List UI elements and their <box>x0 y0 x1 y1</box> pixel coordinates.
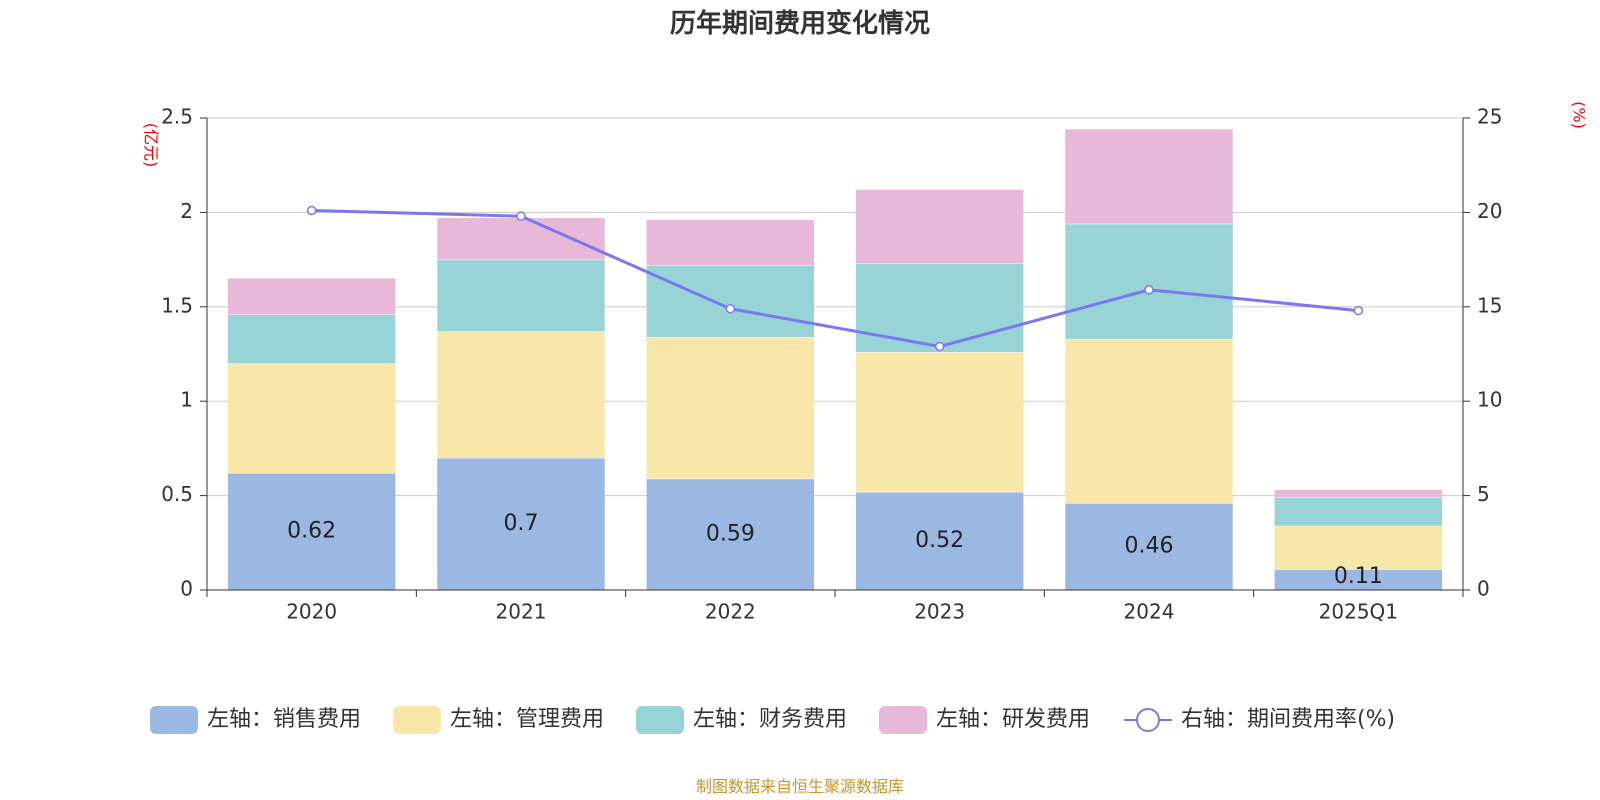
bar-series <box>227 129 1443 590</box>
data-label-2025Q1: 0.11 <box>1334 564 1383 589</box>
bar-2021-s3 <box>437 218 605 260</box>
expense-rate-point-2021 <box>516 211 526 221</box>
left-tick-label: 0.5 <box>161 482 193 506</box>
bar-2025Q1-s1 <box>1274 525 1443 570</box>
legend-label-4: 右轴：期间费用率(%) <box>1181 707 1395 732</box>
right-tick-label: 25 <box>1477 105 1502 129</box>
bar-2022-s1 <box>646 337 815 479</box>
x-tick-label-2024: 2024 <box>1124 600 1175 624</box>
legend-label-2: 左轴：财务费用 <box>693 707 847 732</box>
data-label-2020: 0.62 <box>287 518 336 543</box>
bar-2024-s3 <box>1065 129 1233 224</box>
expense-rate-line <box>311 209 1359 348</box>
right-tick-label: 10 <box>1477 388 1502 412</box>
bar-2021-s2 <box>437 259 605 332</box>
bar-2023-s0 <box>855 491 1024 590</box>
right-tick-label: 15 <box>1477 293 1502 317</box>
x-tick-label-2023: 2023 <box>914 600 965 624</box>
data-label-2022: 0.59 <box>706 521 755 546</box>
right-tick-label: 5 <box>1477 482 1490 506</box>
bar-2024-s2 <box>1065 223 1233 339</box>
left-axis-unit: (亿元) <box>142 123 161 168</box>
right-tick-label: 0 <box>1477 577 1490 601</box>
bar-2020-s2 <box>227 314 396 364</box>
expense-rate-point-2022 <box>725 303 736 314</box>
data-label-2021: 0.7 <box>504 511 539 536</box>
bar-2025Q1-s3 <box>1274 489 1443 498</box>
left-tick-label: 2.5 <box>161 105 193 129</box>
bar-2021-s0 <box>437 457 605 590</box>
bar-2022-s3 <box>646 219 815 266</box>
right-axis-unit: (%) <box>1570 101 1589 129</box>
expense-rate-point-2020 <box>306 205 317 216</box>
x-tick-label-2025Q1: 2025Q1 <box>1319 600 1398 624</box>
x-tick-label-2020: 2020 <box>286 600 337 624</box>
left-tick-label: 1 <box>180 388 193 412</box>
legend-label-3: 左轴：研发费用 <box>936 707 1090 732</box>
source-note: 制图数据来自恒生聚源数据库 <box>696 777 904 796</box>
legend-swatch-0 <box>150 706 198 734</box>
left-tick-label: 2 <box>180 199 193 223</box>
data-labels: 0.62 0.7 0.59 0.52 0.46 0.11 <box>287 511 1383 589</box>
legend-swatch-3 <box>879 706 927 734</box>
right-tick-label: 20 <box>1477 199 1502 223</box>
expense-rate-point-2025Q1 <box>1353 305 1364 316</box>
data-label-2024: 0.46 <box>1125 534 1174 559</box>
bar-2020-s0 <box>227 472 396 590</box>
bar-2022-s0 <box>646 478 815 590</box>
axes: 0 0.5 1 1.5 2 2.5 0 5 10 15 20 25 2020 2021 2022 2023 20… <box>161 105 1502 624</box>
expense-rate-point-2023 <box>934 341 945 352</box>
bar-2020-s3 <box>227 278 396 315</box>
legend-circle-swatch <box>1136 708 1160 732</box>
bar-2023-s2 <box>855 263 1024 353</box>
legend-swatch-1 <box>393 706 441 734</box>
legend-label-1: 左轴：管理费用 <box>450 707 604 732</box>
x-tick-label-2022: 2022 <box>705 600 756 624</box>
bar-2023-s3 <box>855 189 1024 264</box>
chart-title: 历年期间费用变化情况 <box>670 8 930 39</box>
bar-2025Q1-s2 <box>1274 497 1443 526</box>
legend-swatch-2 <box>636 706 684 734</box>
legend-label-0: 左轴：销售费用 <box>207 707 361 732</box>
bar-2021-s1 <box>437 331 605 458</box>
line-series <box>306 205 1364 352</box>
data-label-2023: 0.52 <box>915 528 964 553</box>
bar-2022-s2 <box>646 265 815 338</box>
bar-2020-s1 <box>227 363 396 473</box>
bar-2025Q1-s0 <box>1274 569 1443 590</box>
left-tick-label: 0 <box>180 577 193 601</box>
bar-2024-s1 <box>1065 338 1233 504</box>
expense-rate-point-2024 <box>1144 285 1154 295</box>
legend: 左轴：销售费用 左轴：管理费用 左轴：财务费用 左轴：研发费用 右轴：期间费用率(%) <box>150 706 1395 734</box>
bar-2023-s1 <box>855 352 1024 492</box>
x-tick-label-2021: 2021 <box>496 600 547 624</box>
bar-2024-s0 <box>1065 503 1233 590</box>
left-tick-label: 1.5 <box>161 293 193 317</box>
